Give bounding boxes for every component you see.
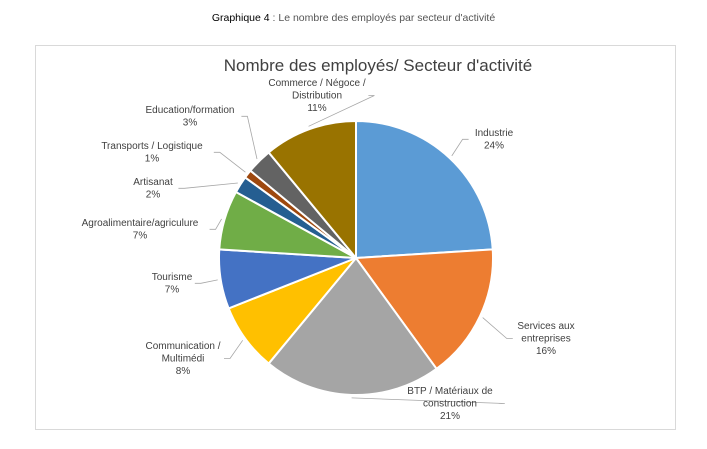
slice-label: Communication / Multimédi 8% (145, 341, 220, 377)
leader-line (451, 138, 469, 157)
figure-caption: Graphique 4 : Le nombre des employés par… (0, 12, 707, 24)
pie-slice (354, 248, 494, 371)
leader-line (224, 340, 244, 359)
leader-line (351, 397, 505, 404)
leader-line (213, 151, 246, 173)
caption-label: Graphique 4 (211, 12, 270, 24)
leader-line (194, 279, 218, 284)
slice-label: Education/formation 3% (146, 105, 235, 129)
leader-lines (178, 95, 513, 404)
slice-labels: Industrie 24% Services aux entreprises 16% BT… (82, 78, 575, 422)
leader-line (241, 115, 258, 160)
leader-line (178, 182, 238, 189)
chart-area (35, 45, 676, 430)
slice-label: Services aux entreprises 16% (517, 321, 574, 357)
caption-text: Le nombre des employés par secteur d'act… (278, 12, 496, 24)
slice-label: Tourisme 7% (152, 272, 193, 296)
slice-label: BTP / Matériaux de construction 21% (407, 386, 493, 422)
pie-slice (355, 119, 494, 260)
slice-label: Agroalimentaire/agriculure 7% (82, 218, 199, 242)
slice-label: Commerce / Négoce / Distribution 11% (268, 78, 365, 114)
slice-label: Industrie 24% (475, 128, 514, 152)
pie-slice (267, 119, 357, 261)
slice-label: Transports / Logistique 1% (101, 141, 203, 165)
chart-title: Nombre des employés/ Secteur d'activité (224, 56, 532, 75)
slice-label: Artisanat 2% (133, 177, 173, 201)
caption-separator: : (272, 12, 276, 24)
leader-line (482, 317, 513, 339)
pie-slices (218, 119, 494, 397)
leader-line (308, 95, 375, 127)
leader-line (209, 218, 222, 230)
pie-slice (267, 256, 438, 397)
